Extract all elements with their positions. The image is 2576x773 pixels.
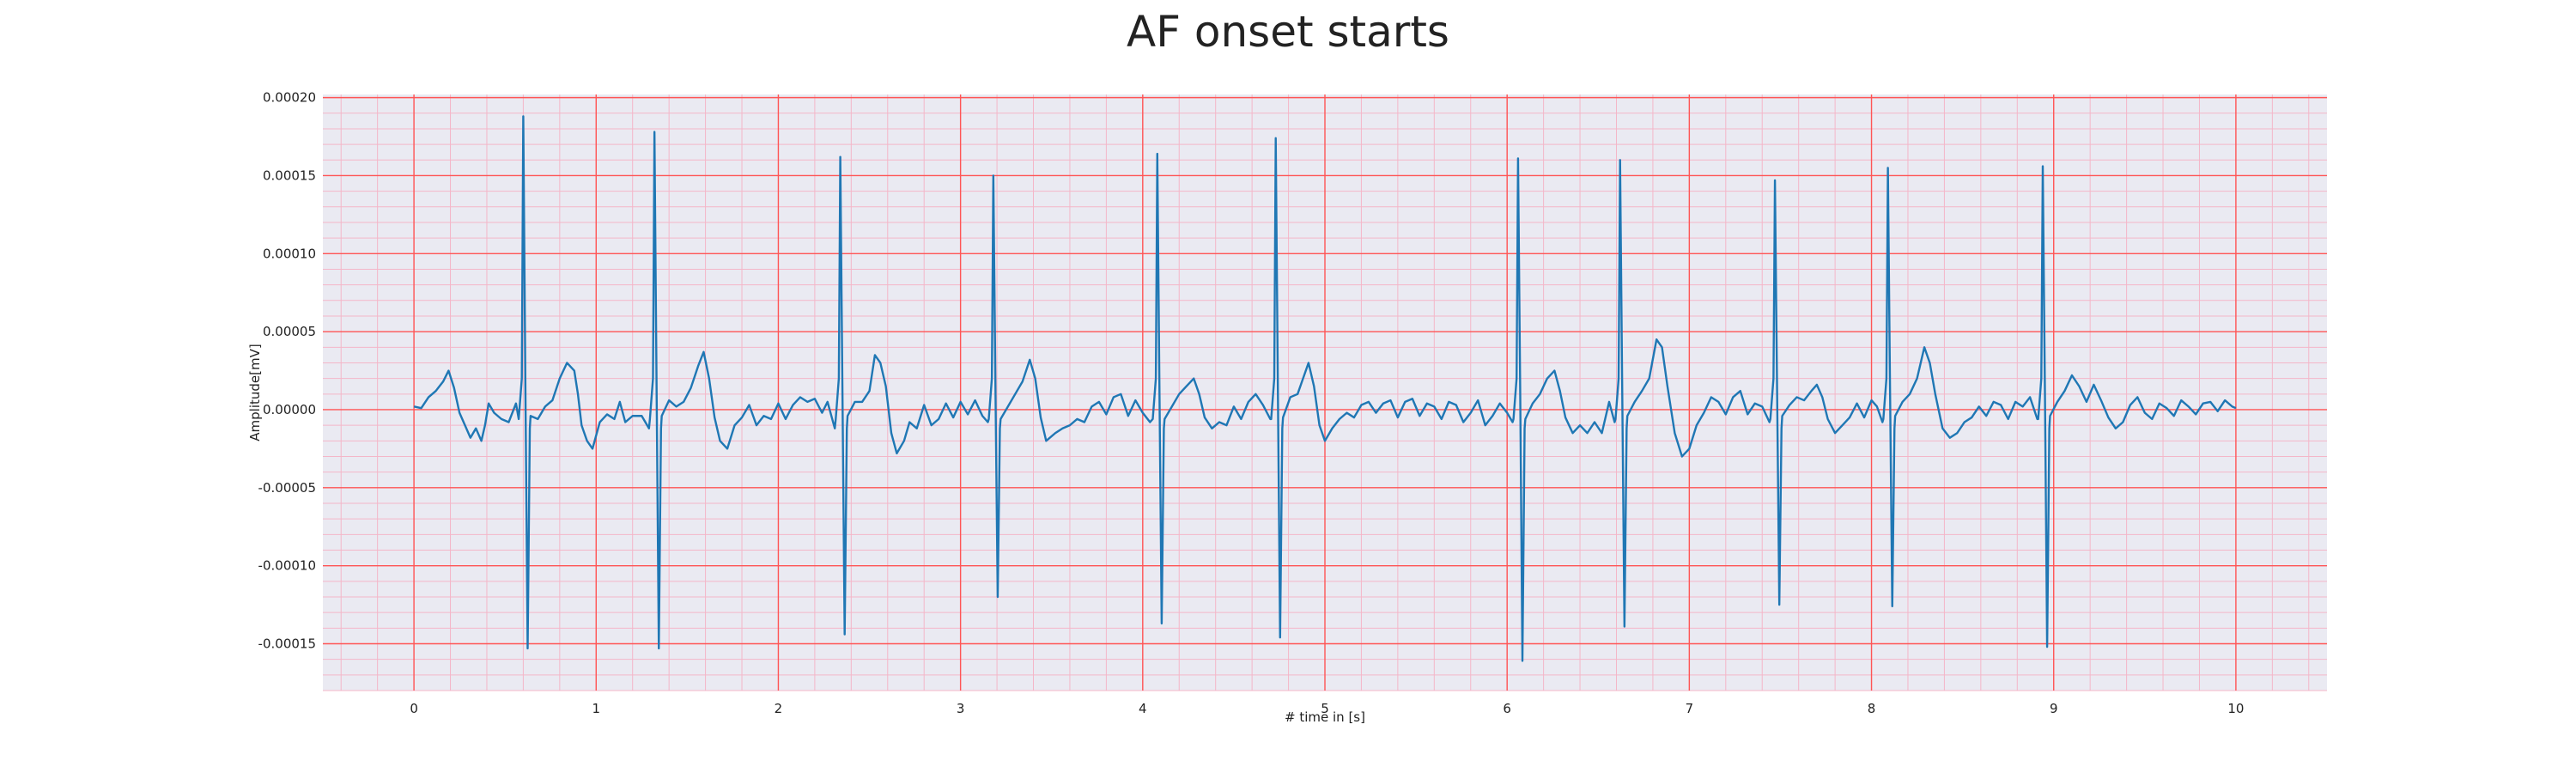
y-tick-label: -0.00010 (258, 558, 316, 574)
y-tick-label: 0.00000 (263, 402, 316, 417)
x-tick-label: 6 (1503, 701, 1511, 716)
y-tick-label: 0.00010 (263, 246, 316, 261)
y-axis-ticks: 0.00020 0.00015 0.00010 0.00005 0.00000 -0.00… (258, 90, 316, 652)
x-tick-label: 4 (1139, 701, 1147, 716)
x-tick-label: 10 (2227, 701, 2244, 716)
y-axis-label: Amplitude[mV] (247, 344, 263, 441)
x-tick-label: 1 (592, 701, 600, 716)
y-tick-label: -0.00005 (258, 480, 316, 496)
series-line-ecg (413, 115, 2237, 662)
x-tick-label: 7 (1686, 701, 1694, 716)
y-tick-label: 0.00005 (263, 324, 316, 339)
x-tick-label: 8 (1868, 701, 1876, 716)
x-tick-label: 5 (1321, 701, 1329, 716)
x-tick-label: 9 (2050, 701, 2058, 716)
y-tick-label: 0.00015 (263, 167, 316, 183)
y-tick-label: -0.00015 (258, 636, 316, 651)
x-axis-label: # time in [s] (1285, 709, 1365, 725)
x-tick-label: 3 (957, 701, 965, 716)
x-axis-ticks: 0 1 2 3 4 5 6 7 8 9 10 (410, 701, 2244, 716)
y-tick-label: 0.00020 (263, 90, 316, 106)
x-tick-label: 0 (410, 701, 418, 716)
x-tick-label: 2 (775, 701, 783, 716)
chart-title: AF onset starts (1127, 7, 1449, 57)
